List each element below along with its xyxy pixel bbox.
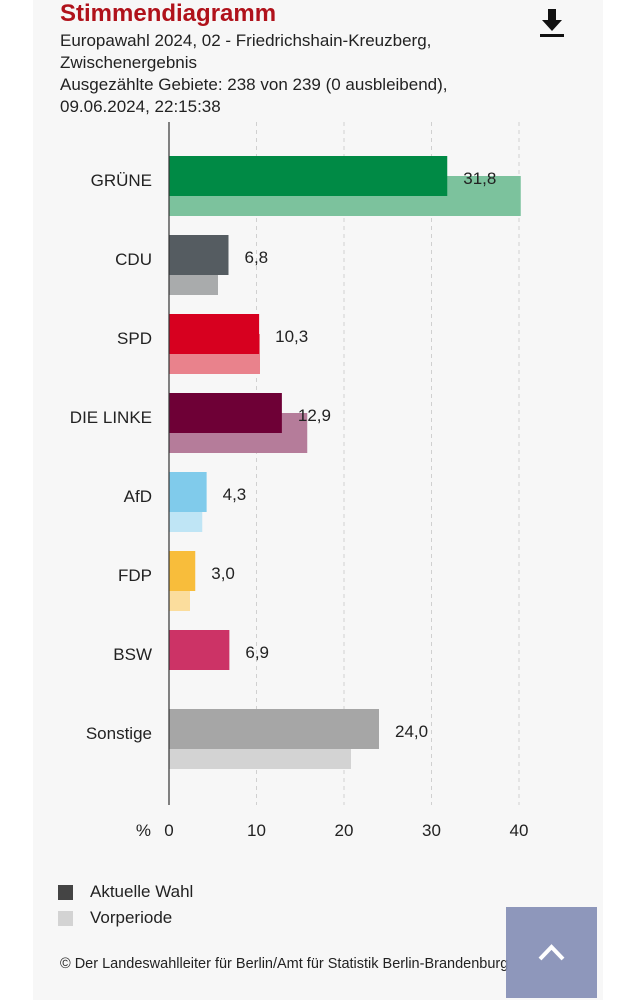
data-label: 10,3 <box>275 327 308 346</box>
category-label: DIE LINKE <box>70 408 152 427</box>
page-title: Stimmendiagramm <box>60 0 277 27</box>
x-tick-label: 10 <box>247 821 266 840</box>
bar-chart: 0 10 20 30 40% GRÜNE 31,8 CDU 6,8 SPD 10,3 DIE LINK… <box>70 122 529 840</box>
data-label: 6,9 <box>245 643 269 662</box>
data-label: 24,0 <box>395 722 428 741</box>
chevron-up-icon <box>538 944 565 961</box>
download-icon[interactable] <box>538 9 566 39</box>
category-label: AfD <box>124 487 152 506</box>
x-axis-label: % <box>136 821 151 840</box>
bar-current <box>169 235 229 275</box>
legend-label: Aktuelle Wahl <box>90 882 194 901</box>
legend-swatch <box>58 884 73 900</box>
bar-current <box>169 709 379 749</box>
legend-item-current: Aktuelle Wahl <box>58 879 193 905</box>
copyright: © Der Landeswahlleiter für Berlin/Amt fü… <box>60 956 509 972</box>
category-label: FDP <box>118 566 152 585</box>
x-tick-label: 20 <box>335 821 354 840</box>
bar-current <box>169 551 196 591</box>
bar-current <box>169 393 282 433</box>
category-label: SPD <box>117 329 152 348</box>
subtitle-line: 09.06.2024, 22:15:38 <box>60 97 221 116</box>
category-label: GRÜNE <box>91 171 152 190</box>
data-label: 31,8 <box>463 169 496 188</box>
legend: Aktuelle Wahl Vorperiode <box>58 879 193 931</box>
subtitle-line: Europawahl 2024, 02 - Friedrichshain-Kre… <box>60 31 432 50</box>
category-label: Sonstige <box>86 724 152 743</box>
x-tick-label: 40 <box>510 821 529 840</box>
legend-swatch <box>58 910 73 926</box>
bar-current <box>169 156 448 196</box>
legend-item-previous: Vorperiode <box>58 905 193 931</box>
data-label: 6,8 <box>245 248 269 267</box>
subtitle-line: Ausgezählte Gebiete: 238 von 239 (0 ausb… <box>60 75 448 94</box>
legend-label: Vorperiode <box>90 908 173 927</box>
bar-current <box>169 472 207 512</box>
x-tick-label: 30 <box>422 821 441 840</box>
scroll-top-button[interactable] <box>506 907 597 998</box>
subtitle: Europawahl 2024, 02 - Friedrichshain-Kre… <box>60 30 540 118</box>
data-label: 3,0 <box>211 564 235 583</box>
bar-current <box>169 630 230 670</box>
subtitle-line: Zwischenergebnis <box>60 53 198 72</box>
category-label: CDU <box>115 250 152 269</box>
bar-current <box>169 314 260 354</box>
data-label: 4,3 <box>223 485 247 504</box>
category-label: BSW <box>113 645 152 664</box>
x-tick-label: 0 <box>164 821 173 840</box>
data-label: 12,9 <box>298 406 331 425</box>
